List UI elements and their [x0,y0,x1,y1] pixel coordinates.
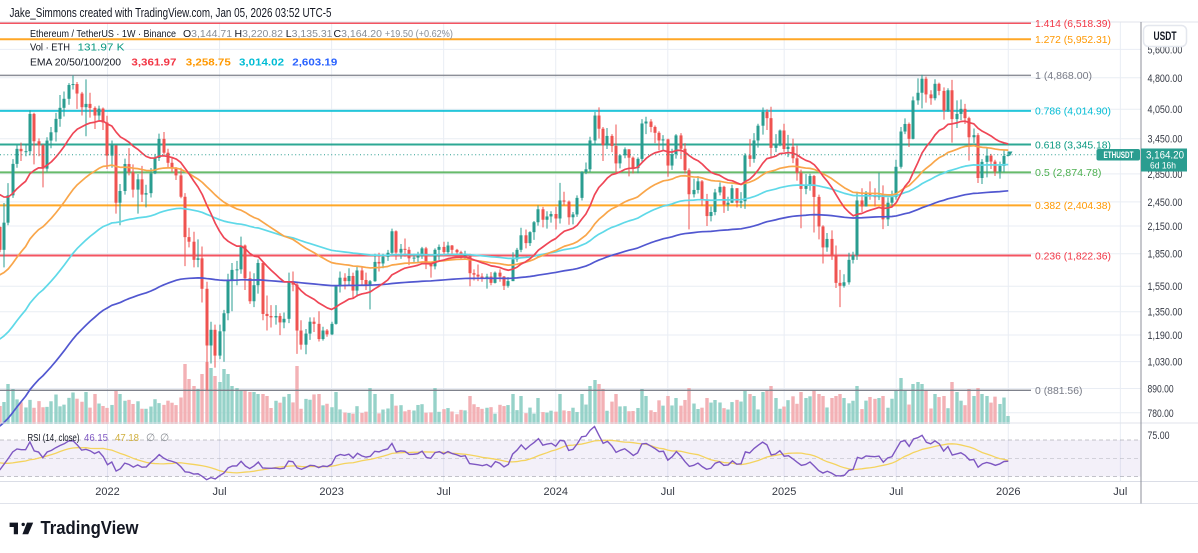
svg-text:1,190.00: 1,190.00 [1148,330,1183,342]
svg-text:6d 16h: 6d 16h [1150,161,1176,172]
svg-text:3,361.97: 3,361.97 [131,57,176,69]
svg-text:2022: 2022 [95,486,119,498]
svg-text:EMA 20/50/100/200: EMA 20/50/100/200 [30,57,121,69]
svg-text:890.00: 890.00 [1148,384,1174,396]
svg-text:1.272 (5,952.31): 1.272 (5,952.31) [1035,34,1111,46]
svg-text:0.5 (2,874.78): 0.5 (2,874.78) [1035,167,1102,179]
svg-text:Jul: Jul [661,486,675,498]
svg-text:75.00: 75.00 [1148,430,1170,442]
svg-text:ETHUSDT: ETHUSDT [1104,150,1134,160]
svg-text:∅: ∅ [146,432,155,444]
svg-text:1.414 (6,518.39): 1.414 (6,518.39) [1035,18,1111,30]
svg-text:Jul: Jul [213,486,227,498]
svg-text:2024: 2024 [543,486,567,498]
svg-text:780.00: 780.00 [1148,408,1174,420]
svg-text:Ethereum / TetherUS · 1W · Bin: Ethereum / TetherUS · 1W · Binance [30,28,176,40]
svg-text:3,450.00: 3,450.00 [1148,134,1183,146]
svg-text:RSI (14, close): RSI (14, close) [28,432,80,444]
svg-text:1,030.00: 1,030.00 [1148,357,1183,369]
svg-text:USDT: USDT [1154,31,1177,43]
svg-text:0.236 (1,822.36): 0.236 (1,822.36) [1035,250,1111,262]
svg-text:3,164.20: 3,164.20 [1146,150,1184,162]
svg-text:1 (4,868.00): 1 (4,868.00) [1035,70,1092,82]
svg-text:+19.50 (+0.62%): +19.50 (+0.62%) [385,28,453,40]
svg-text:Jul: Jul [1113,486,1127,498]
svg-text:Jul: Jul [437,486,451,498]
svg-text:47.18: 47.18 [115,432,139,444]
svg-text:0.786 (4,014.90): 0.786 (4,014.90) [1035,106,1111,118]
svg-text:4,800.00: 4,800.00 [1148,73,1183,85]
svg-text:3,258.75: 3,258.75 [186,57,231,69]
svg-text:TradingView: TradingView [41,518,140,538]
svg-text:∅: ∅ [160,432,169,444]
svg-text:0 (881.56): 0 (881.56) [1035,385,1083,397]
svg-text:Jake_Simmons created with Trad: Jake_Simmons created with TradingView.co… [10,6,332,20]
svg-text:2,603.19: 2,603.19 [292,57,337,69]
svg-text:1,350.00: 1,350.00 [1148,307,1183,319]
svg-text:0.618 (3,345.18): 0.618 (3,345.18) [1035,139,1111,151]
svg-text:L3,135.31: L3,135.31 [286,28,333,40]
svg-text:0.382 (2,404.38): 0.382 (2,404.38) [1035,200,1111,212]
svg-text:2,450.00: 2,450.00 [1148,197,1183,209]
svg-text:C3,164.20: C3,164.20 [334,28,383,40]
svg-text:2025: 2025 [772,486,796,498]
svg-text:131.97 K: 131.97 K [78,42,125,54]
svg-text:2026: 2026 [996,486,1020,498]
svg-text:46.15: 46.15 [84,432,108,444]
svg-text:3,014.02: 3,014.02 [239,57,284,69]
svg-text:4,050.00: 4,050.00 [1148,104,1183,116]
svg-text:Jul: Jul [889,486,903,498]
svg-text:2,150.00: 2,150.00 [1148,221,1183,233]
svg-text:Vol · ETH: Vol · ETH [30,42,70,54]
svg-text:2023: 2023 [319,486,343,498]
svg-text:H3,220.82: H3,220.82 [235,28,284,40]
svg-text:O3,144.71: O3,144.71 [183,28,232,40]
svg-text:5,600.00: 5,600.00 [1148,44,1183,56]
svg-text:1,550.00: 1,550.00 [1148,281,1183,293]
svg-text:1,850.00: 1,850.00 [1148,249,1183,261]
svg-text:2,850.00: 2,850.00 [1148,169,1183,181]
